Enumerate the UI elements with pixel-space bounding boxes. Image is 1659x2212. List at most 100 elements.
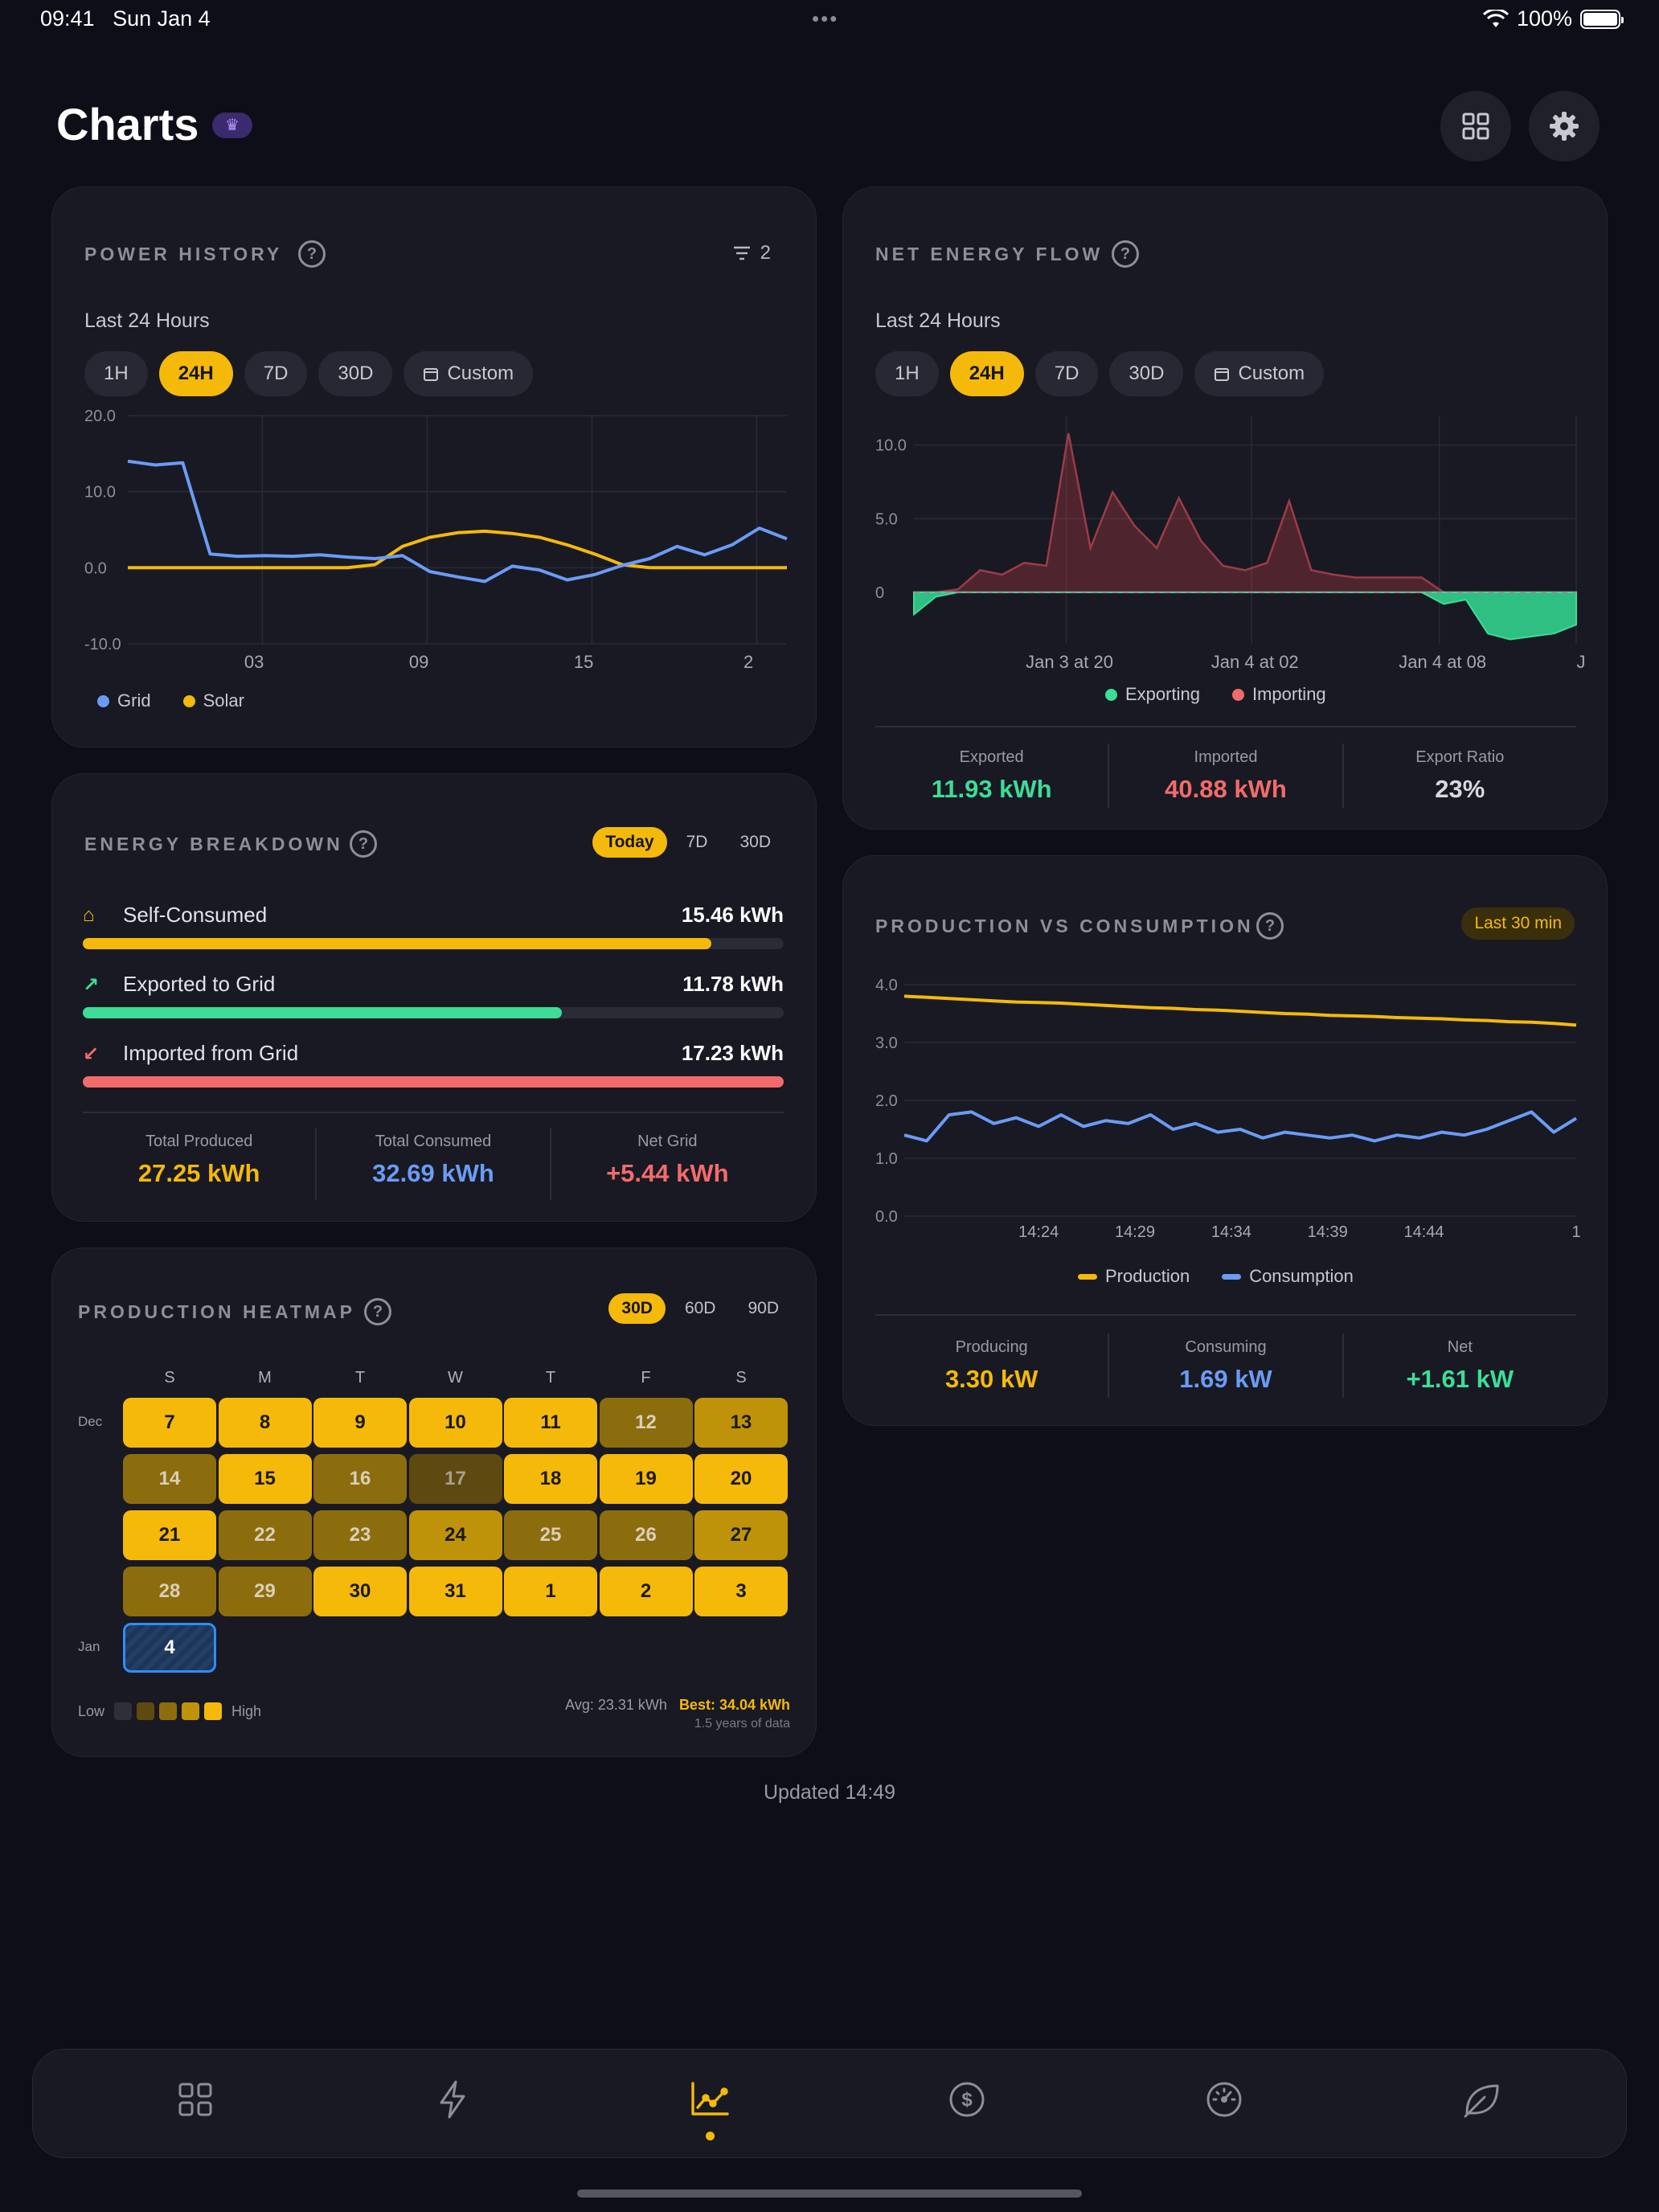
production-consumption-chart[interactable]: 4.0 3.0 2.0 1.0 0.0 14:24 14:29 14:34 14:39 14:44…: [843, 961, 1608, 1298]
heatmap-cell[interactable]: 7: [123, 1398, 216, 1448]
breakdown-bar: [83, 1076, 784, 1088]
heatmap-cell[interactable]: 3: [694, 1567, 788, 1616]
x-tick-label: 14:24: [1018, 1223, 1059, 1241]
tab-charts[interactable]: [684, 2074, 735, 2140]
heatmap-cell[interactable]: 26: [599, 1510, 693, 1560]
stats-row: Exported 11.93 kWh Imported 40.88 kWh Export…: [875, 743, 1576, 808]
range-pill-7d[interactable]: 7D: [686, 833, 708, 851]
range-pill-24h[interactable]: 24H: [949, 351, 1024, 396]
heatmap-cell[interactable]: 20: [694, 1454, 788, 1504]
range-pill-30d[interactable]: 30D: [739, 833, 771, 851]
stat-label: Export Ratio: [1415, 748, 1505, 766]
legend-swatch: [137, 1702, 155, 1720]
heatmap-cell[interactable]: 10: [408, 1398, 502, 1448]
range-selector: 30D 60D 90D: [608, 1293, 792, 1324]
heatmap-summary: Avg: 23.31 kWh Best: 34.04 kWh 1.5 years…: [565, 1697, 790, 1731]
stat-value: +5.44 kWh: [606, 1159, 729, 1187]
heatmap-cell-today[interactable]: 4: [123, 1623, 216, 1673]
tab-environment[interactable]: [1456, 2074, 1507, 2125]
help-icon[interactable]: ?: [350, 830, 377, 858]
arrow-up-right-icon: ↗: [83, 974, 100, 996]
legend-swatch: [204, 1702, 223, 1720]
range-pill-30d[interactable]: 30D: [608, 1293, 666, 1324]
chart-legend: Exporting Importing: [1105, 684, 1326, 705]
breakdown-bar: [83, 1007, 784, 1018]
y-tick-label: 10.0: [875, 437, 907, 455]
help-icon[interactable]: ?: [298, 240, 326, 268]
time-range-label: Last 24 Hours: [875, 309, 1001, 332]
range-pill-30d[interactable]: 30D: [1109, 351, 1184, 396]
tab-savings[interactable]: $: [941, 2074, 993, 2125]
range-pill-60d[interactable]: 60D: [684, 1299, 716, 1317]
net-energy-chart[interactable]: 10.0 5.0 0 Jan 3 at 20 Jan 4 at 02 Jan 4 at 0…: [843, 401, 1608, 674]
help-icon[interactable]: ?: [1112, 240, 1139, 268]
range-pill-24h[interactable]: 24H: [158, 351, 233, 396]
heatmap-cell[interactable]: 30: [313, 1567, 407, 1616]
range-pill-7d[interactable]: 7D: [244, 351, 308, 396]
weekday-label: T: [545, 1369, 556, 1387]
tab-dashboard[interactable]: [170, 2074, 221, 2125]
x-tick-label: J: [1577, 652, 1586, 672]
crown-icon: ♛: [212, 113, 252, 138]
breakdown-label: Self-Consumed: [123, 903, 268, 927]
heatmap-cell[interactable]: 18: [504, 1454, 597, 1504]
stat-net-grid: Net Grid +5.44 kWh: [549, 1128, 784, 1200]
heatmap-cell[interactable]: 19: [599, 1454, 693, 1504]
calendar-icon: [1215, 368, 1230, 381]
x-tick-label: Jan 4 at 02: [1211, 652, 1299, 672]
divider: [875, 1314, 1576, 1316]
range-pill-today[interactable]: Today: [592, 827, 667, 858]
layout-button[interactable]: [1440, 91, 1511, 162]
range-pill-1h[interactable]: 1H: [84, 351, 148, 396]
x-tick-label: 14:44: [1403, 1223, 1444, 1241]
card-title: POWER HISTORY: [84, 244, 283, 264]
multitask-dots[interactable]: •••: [812, 6, 839, 31]
heatmap-cell[interactable]: 17: [408, 1454, 502, 1504]
filter-count: 2: [760, 242, 771, 264]
help-icon[interactable]: ?: [364, 1298, 391, 1325]
breakdown-row: ⌂ Self-Consumed 15.46 kWh: [83, 903, 784, 951]
heatmap-cell[interactable]: 1: [504, 1567, 597, 1616]
heatmap-cell[interactable]: 21: [123, 1510, 216, 1560]
heatmap-cell[interactable]: 2: [599, 1567, 693, 1616]
help-icon[interactable]: ?: [1256, 912, 1284, 940]
power-history-chart[interactable]: 20.0 10.0 0.0 -10.0 03 09 15 2: [52, 401, 817, 690]
heatmap-cell[interactable]: 8: [218, 1398, 312, 1448]
range-pill-custom[interactable]: Custom: [403, 351, 534, 396]
heatmap-cell[interactable]: 31: [408, 1567, 502, 1616]
heatmap-cell[interactable]: 11: [504, 1398, 597, 1448]
power-history-card: POWER HISTORY ? 2 Last 24 Hours 1H 24H 7D 3…: [51, 186, 817, 748]
heatmap-cell[interactable]: 13: [694, 1398, 788, 1448]
month-label: Jan: [78, 1639, 100, 1654]
range-pill-90d[interactable]: 90D: [748, 1299, 779, 1317]
tab-power[interactable]: [427, 2074, 478, 2125]
heatmap-cell[interactable]: 27: [694, 1510, 788, 1560]
range-pill-custom[interactable]: Custom: [1194, 351, 1325, 396]
filter-button[interactable]: 2: [733, 242, 771, 264]
status-bar: 09:41 Sun Jan 4 ••• 100%: [0, 0, 1659, 40]
tab-performance[interactable]: [1198, 2074, 1250, 2125]
range-pill-1h[interactable]: 1H: [875, 351, 939, 396]
heatmap-cell[interactable]: 28: [123, 1567, 216, 1616]
heatmap-cell[interactable]: 22: [218, 1510, 312, 1560]
grid-icon: [1462, 113, 1489, 140]
heatmap-cell[interactable]: 9: [313, 1398, 407, 1448]
settings-button[interactable]: [1529, 91, 1600, 162]
y-tick-label: -10.0: [84, 636, 121, 653]
x-tick-label: 2: [743, 652, 753, 672]
range-pill-7d[interactable]: 7D: [1034, 351, 1099, 396]
heatmap-cell[interactable]: 14: [123, 1454, 216, 1504]
heatmap-cell[interactable]: 23: [313, 1510, 407, 1560]
divider: [83, 1112, 784, 1113]
home-indicator[interactable]: [577, 2189, 1082, 2198]
stat-label: Total Produced: [145, 1133, 253, 1150]
heatmap-cell[interactable]: 24: [408, 1510, 502, 1560]
heatmap-cell[interactable]: 16: [313, 1454, 407, 1504]
heatmap-cell[interactable]: 29: [218, 1567, 312, 1616]
heatmap-cell[interactable]: 25: [504, 1510, 597, 1560]
breakdown-bar-fill: [83, 938, 712, 949]
heatmap-cell[interactable]: 12: [599, 1398, 693, 1448]
heatmap-cell[interactable]: 15: [218, 1454, 312, 1504]
active-tab-indicator: [706, 2132, 715, 2140]
range-pill-30d[interactable]: 30D: [318, 351, 393, 396]
